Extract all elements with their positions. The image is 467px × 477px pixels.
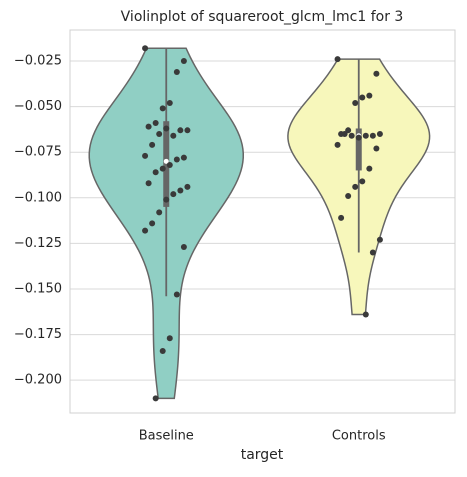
point	[359, 94, 366, 101]
box	[163, 121, 170, 207]
point	[359, 178, 366, 185]
point	[159, 165, 166, 172]
point	[177, 127, 184, 134]
chart-title: Violinplot of squareroot_glcm_lmc1 for 3	[121, 9, 404, 25]
point	[166, 161, 173, 168]
point	[163, 125, 170, 132]
point	[180, 244, 187, 251]
point	[163, 196, 170, 203]
point	[348, 132, 355, 139]
point	[152, 395, 159, 402]
point	[369, 132, 376, 139]
plot-frame	[69, 29, 456, 414]
y-tick-label: −0.100	[14, 190, 62, 205]
point	[376, 130, 383, 137]
point	[156, 209, 163, 216]
median	[163, 158, 169, 164]
point	[338, 214, 345, 221]
point	[159, 105, 166, 112]
y-tick-label: −0.025	[14, 54, 62, 69]
point	[149, 141, 156, 148]
x-tick-label: Controls	[332, 429, 386, 444]
y-tick-label: −0.150	[14, 281, 62, 296]
point	[173, 156, 180, 163]
point	[173, 68, 180, 75]
point	[184, 127, 191, 134]
y-tick-label: −0.075	[14, 145, 62, 160]
point	[345, 192, 352, 199]
point	[362, 132, 369, 139]
point	[184, 183, 191, 190]
point	[352, 183, 359, 190]
point	[145, 180, 152, 187]
point	[170, 191, 177, 198]
point	[373, 145, 380, 152]
point	[334, 56, 341, 63]
x-tick-label: Baseline	[139, 429, 194, 444]
point	[166, 335, 173, 342]
y-tick-label: −0.125	[14, 236, 62, 251]
point	[366, 165, 373, 172]
point	[159, 347, 166, 354]
point	[362, 311, 369, 318]
point	[156, 130, 163, 137]
y-tick-label: −0.050	[14, 99, 62, 114]
x-axis-label: target	[241, 447, 284, 463]
point	[142, 227, 149, 234]
point	[152, 169, 159, 176]
y-tick-label: −0.175	[14, 327, 62, 342]
point	[142, 45, 149, 52]
y-tick-label: −0.200	[14, 373, 62, 388]
box	[355, 128, 362, 171]
point	[180, 154, 187, 161]
point	[145, 123, 152, 130]
point	[366, 92, 373, 99]
point	[149, 220, 156, 227]
point	[341, 130, 348, 137]
point	[152, 120, 159, 127]
point	[180, 58, 187, 65]
point	[177, 187, 184, 194]
point	[355, 134, 362, 141]
point	[369, 249, 376, 256]
point	[352, 99, 359, 106]
point	[373, 70, 380, 77]
point	[334, 141, 341, 148]
point	[166, 99, 173, 106]
point	[173, 291, 180, 298]
point	[142, 152, 149, 159]
point	[376, 236, 383, 243]
point	[170, 132, 177, 139]
